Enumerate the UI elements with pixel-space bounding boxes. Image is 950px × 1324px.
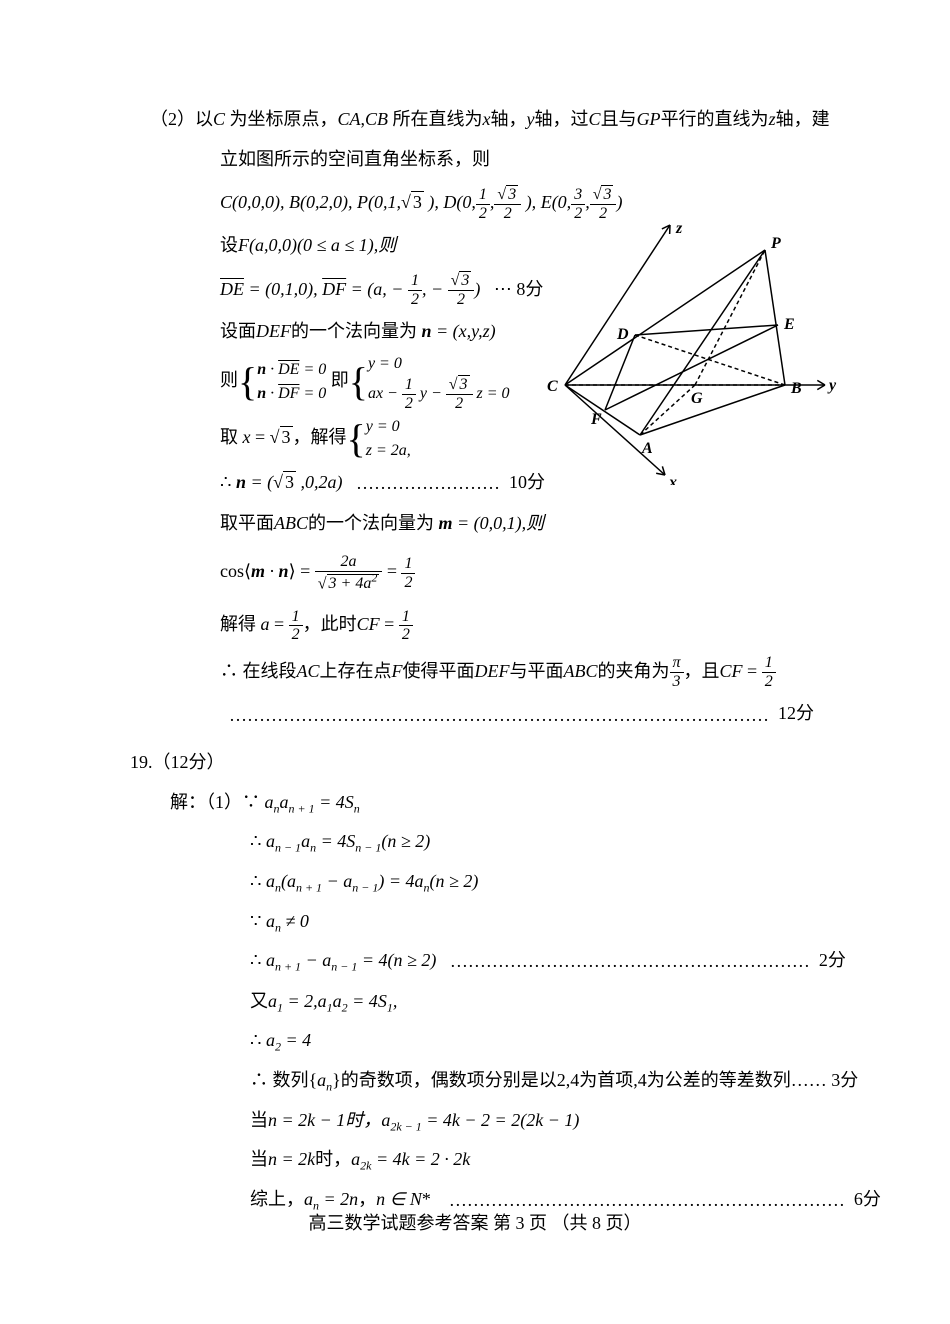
page-footer: 高三数学试题参考答案 第 3 页 （共 8 页） bbox=[0, 1204, 950, 1244]
p19-l4: ∵ an ≠ 0 bbox=[250, 902, 870, 942]
p19-l9: 当n = 2k − 1时，a2k − 1 = 4k − 2 = 2(2k − 1… bbox=[250, 1101, 870, 1141]
p18-normal-abc: 取平面ABC的一个法向量为 m = (0,0,1),则 bbox=[220, 504, 870, 544]
svg-text:A: A bbox=[641, 440, 653, 457]
p18-solve-a: 解得 a = 12，此时CF = 12 bbox=[220, 601, 870, 648]
p19-l3: ∴ an(an + 1 − an − 1) = 4an(n ≥ 2) bbox=[250, 862, 870, 902]
svg-text:y: y bbox=[827, 377, 837, 394]
p18-line2: 立如图所示的空间直角坐标系，则 bbox=[220, 140, 870, 180]
p19-l6: 又a1 = 2,a1a2 = 4S1, bbox=[250, 982, 870, 1022]
p19-l8: ∴ 数列{an}的奇数项，偶数项分别是以2,4为首项,4为公差的等差数列…… 3… bbox=[250, 1061, 870, 1101]
svg-text:C: C bbox=[547, 378, 558, 395]
p18-conclusion: ∴ 在线段AC上存在点F使得平面DEF与平面ABC的夹角为π3，且CF = 12 bbox=[220, 648, 870, 695]
svg-text:z: z bbox=[675, 220, 683, 237]
p19-l1: 解：（1）∵ anan + 1 = 4Sn bbox=[170, 783, 870, 823]
svg-text:F: F bbox=[590, 411, 602, 428]
page: （2）以C 为坐标原点，CA,CB 所在直线为x轴，y轴，过C且与GP平行的直线… bbox=[0, 0, 950, 1324]
p18-cos: cos⟨m · n⟩ = 2a√3 + 4a2 = 12 bbox=[220, 543, 870, 601]
content: （2）以C 为坐标原点，CA,CB 所在直线为x轴，y轴，过C且与GP平行的直线… bbox=[150, 100, 870, 1220]
svg-text:x: x bbox=[668, 474, 677, 485]
svg-text:G: G bbox=[691, 390, 703, 407]
geometry-figure: z y x P E D C G B F A bbox=[530, 215, 840, 485]
p19-l7: ∴ a2 = 4 bbox=[250, 1021, 870, 1061]
p19-l10: 当n = 2k时，a2k = 4k = 2 · 2k bbox=[250, 1140, 870, 1180]
svg-text:D: D bbox=[616, 326, 629, 343]
p19-header: 19.（12分） bbox=[130, 743, 870, 783]
svg-text:P: P bbox=[770, 235, 781, 252]
p18-line1: （2）以C 为坐标原点，CA,CB 所在直线为x轴，y轴，过C且与GP平行的直线… bbox=[150, 100, 870, 140]
svg-text:B: B bbox=[790, 380, 802, 397]
svg-text:E: E bbox=[783, 316, 795, 333]
p19-l2: ∴ an − 1an = 4Sn − 1(n ≥ 2) bbox=[250, 822, 870, 862]
p18-score12: ……………………………………………………………………………… 12分 bbox=[220, 694, 870, 735]
p19-l5: ∴ an + 1 − an − 1 = 4(n ≥ 2) ……………………………… bbox=[250, 941, 870, 982]
